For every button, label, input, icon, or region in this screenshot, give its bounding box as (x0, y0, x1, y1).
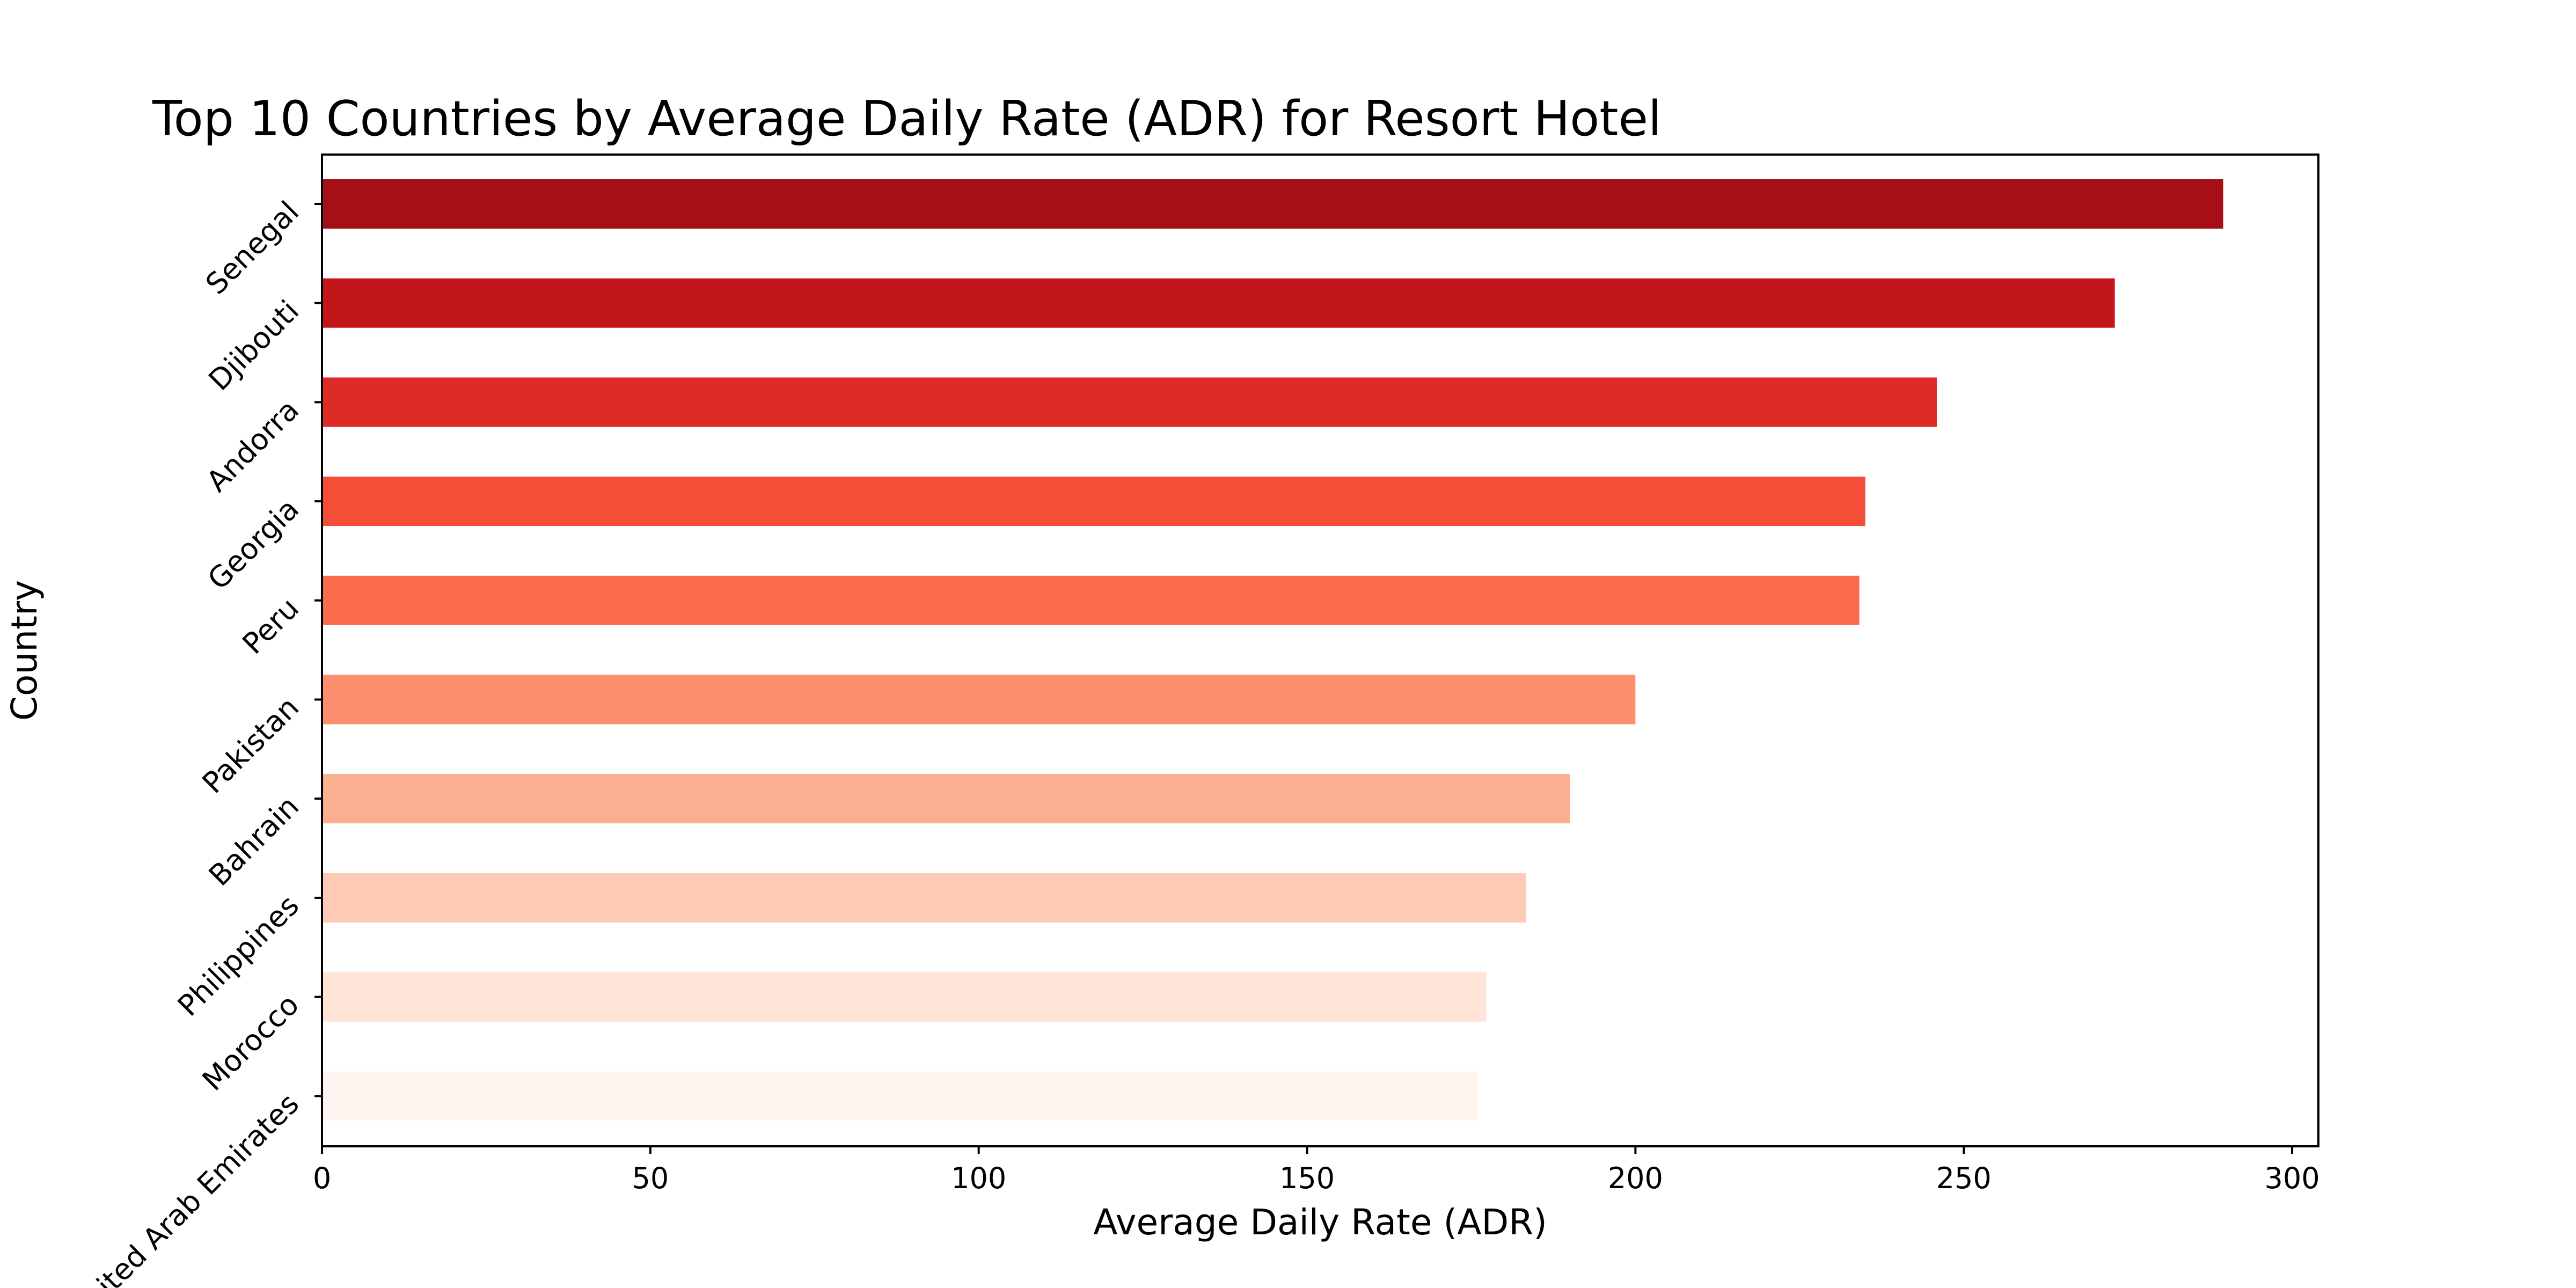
x-tick-label: 150 (1279, 1161, 1335, 1195)
bar-philippines (322, 873, 1526, 923)
x-tick-label: 0 (313, 1161, 331, 1195)
bar-pakistan (322, 675, 1636, 724)
x-tick-label: 100 (951, 1161, 1006, 1195)
y-tick-label: United Arab Emirates (62, 1087, 305, 1288)
x-tick-label: 50 (632, 1161, 669, 1195)
x-tick-label: 250 (1936, 1161, 1992, 1195)
y-tick-label: Pakistan (196, 690, 305, 800)
bar-andorra (322, 377, 1937, 427)
bar-georgia (322, 477, 1865, 526)
x-tick-label: 200 (1608, 1161, 1663, 1195)
bar-morocco (322, 972, 1487, 1022)
bars-layer (322, 179, 2223, 1121)
bar-united-arab-emirates (322, 1071, 1478, 1121)
plot-frame (321, 153, 2319, 1147)
y-tick-label: Senegal (199, 195, 305, 301)
x-ticks: 0 50 100 150 200 250 300 (313, 1146, 2320, 1195)
x-tick-label: 300 (2265, 1161, 2320, 1195)
bar-djibouti (322, 278, 2115, 328)
y-tick-label: Peru (236, 591, 306, 661)
y-tick-label: Bahrain (202, 789, 305, 892)
y-tick-label: Andorra (200, 393, 306, 499)
bar-bahrain (322, 774, 1570, 824)
chart-title: Top 10 Countries by Average Daily Rate (… (152, 91, 1662, 147)
y-axis-label: Country (4, 580, 45, 721)
bar-peru (322, 575, 1860, 625)
bar-senegal (322, 179, 2223, 229)
x-axis-label: Average Daily Rate (ADR) (1093, 1202, 1547, 1243)
y-tick-label: Georgia (201, 492, 305, 596)
y-tick-label: Djibouti (202, 294, 306, 397)
